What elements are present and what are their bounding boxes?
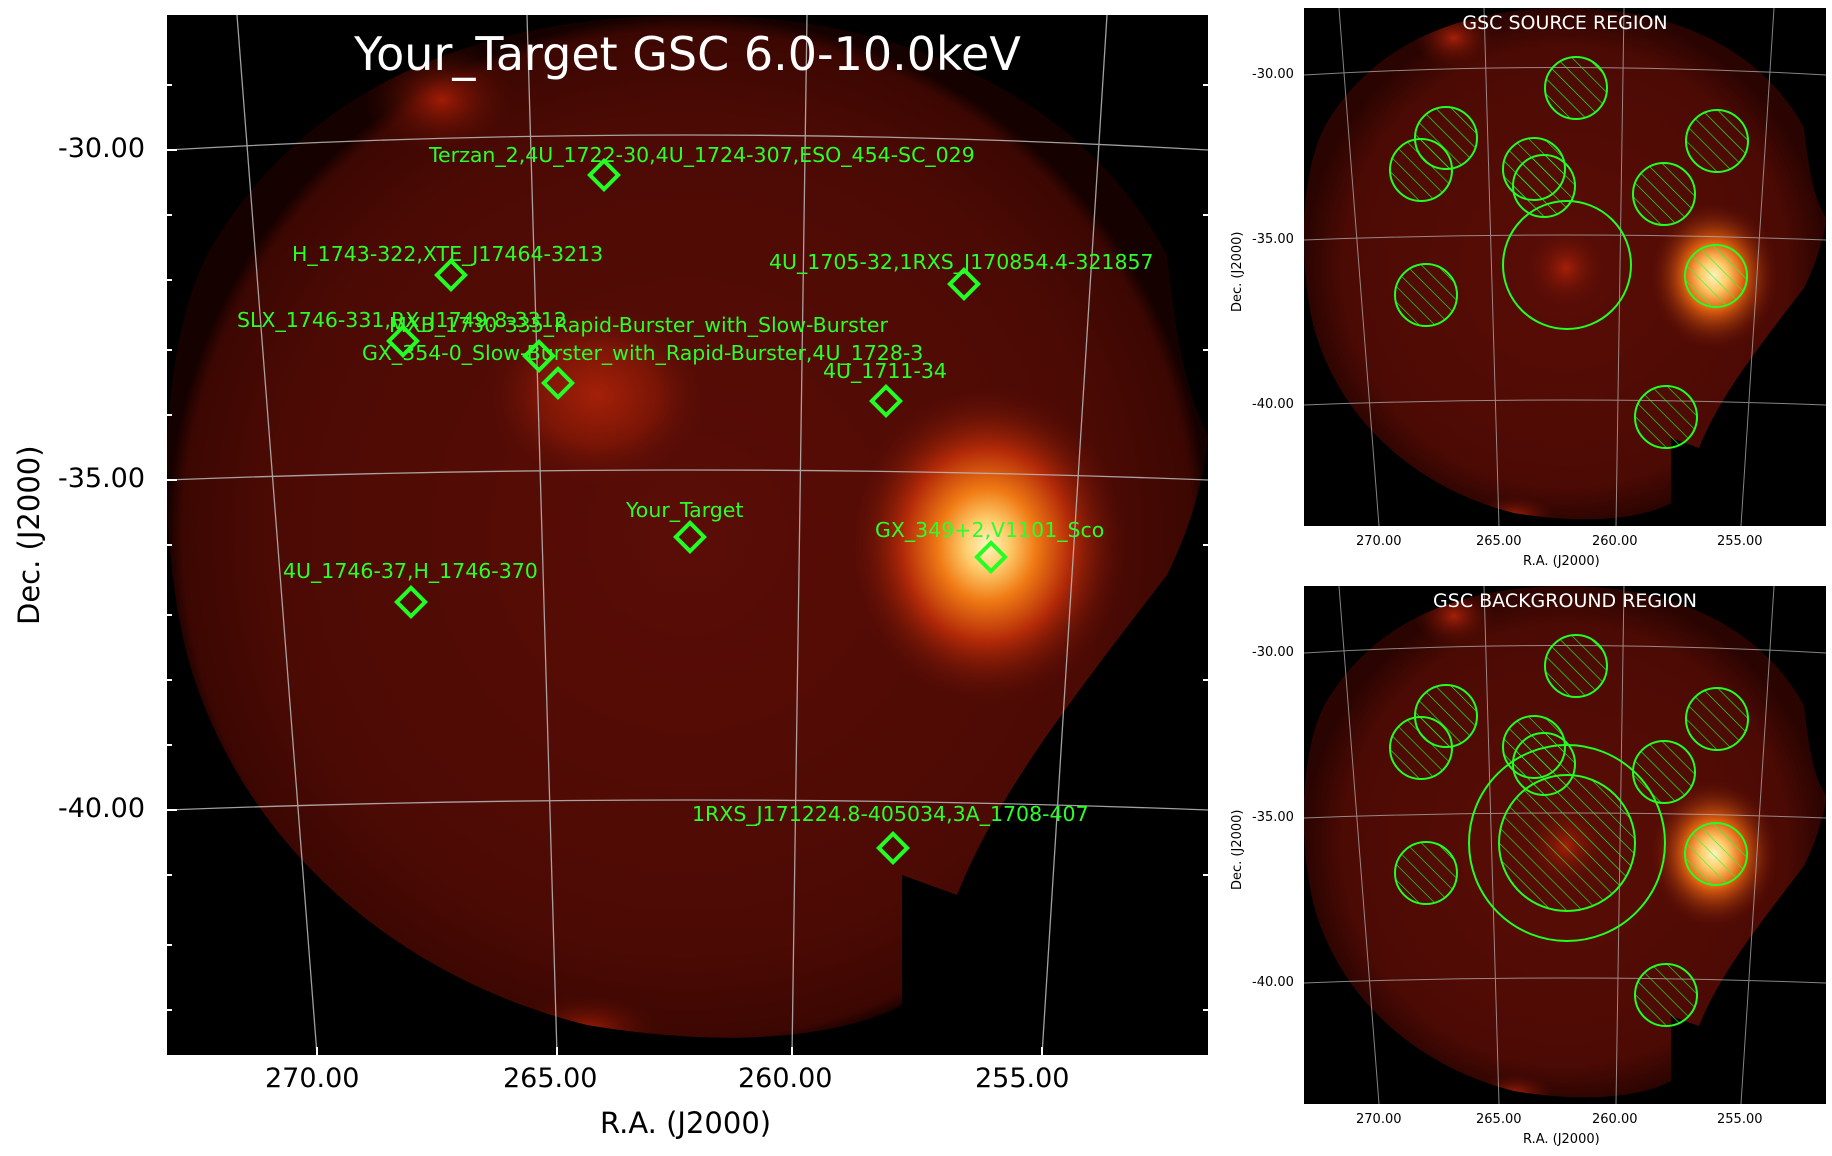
source-region-title: GSC SOURCE REGION <box>1462 12 1668 34</box>
main-y-tick-1: -30.00 <box>58 133 146 164</box>
main-x-tick-4: 255.00 <box>975 1063 1070 1094</box>
label-4u1746: 4U_1746-37,H_1746-370 <box>283 559 538 583</box>
bkg-y-label: Dec. (J2000) <box>1230 809 1245 890</box>
marker-mxb1730 <box>522 339 556 373</box>
label-gx349: GX_349+2,V1101_Sco <box>875 518 1105 542</box>
main-frame-ticks <box>167 84 1208 1055</box>
main-y-label: Dec. (J2000) <box>12 445 46 625</box>
marker-4u1711 <box>869 384 903 418</box>
main-source-markers <box>386 158 1008 865</box>
src-y-label: Dec. (J2000) <box>1230 231 1245 312</box>
marker-h1743 <box>434 258 468 292</box>
src-x-tick-4: 255.00 <box>1717 534 1763 549</box>
background-region-image: GSC BACKGROUND REGION <box>1304 586 1826 1104</box>
label-your-target: Your_Target <box>626 498 744 522</box>
label-mxb1730: MXB_1730-335_Rapid-Burster_with_Slow-Bur… <box>389 313 888 337</box>
marker-4u1746 <box>394 585 428 619</box>
src-y-tick-2: -35.00 <box>1252 232 1294 247</box>
src-x-tick-2: 265.00 <box>1476 534 1522 549</box>
marker-4u1705 <box>947 267 981 301</box>
label-slx1746: SLX_1746-331,RX_J1749.8-3312 <box>237 308 567 332</box>
marker-gx354 <box>541 366 575 400</box>
bkg-y-tick-1: -30.00 <box>1252 645 1294 660</box>
main-title: Your_Target GSC 6.0-10.0keV <box>354 27 1021 81</box>
src-y-tick-3: -40.00 <box>1252 397 1294 412</box>
bkg-y-tick-3: -40.00 <box>1252 975 1294 990</box>
source-extraction-circle <box>1502 200 1632 330</box>
main-sky-svg <box>167 15 1208 1055</box>
main-x-tick-1: 270.00 <box>265 1063 360 1094</box>
bkg-x-label: R.A. (J2000) <box>1523 1132 1600 1147</box>
bkg-y-tick-2: -35.00 <box>1252 810 1294 825</box>
marker-terzan2 <box>587 158 621 192</box>
src-x-tick-3: 260.00 <box>1592 534 1638 549</box>
marker-gx349 <box>974 540 1008 574</box>
label-4u1705: 4U_1705-32,1RXS_J170854.4-321857 <box>769 250 1154 274</box>
source-region-svg <box>1304 8 1826 526</box>
main-fov <box>167 15 1208 1038</box>
bkg-x-tick-3: 260.00 <box>1592 1112 1638 1127</box>
label-1rxs: 1RXS_J171224.8-405034,3A_1708-407 <box>692 802 1089 826</box>
main-x-tick-3: 260.00 <box>738 1063 833 1094</box>
main-y-tick-3: -40.00 <box>58 793 146 824</box>
background-region-title: GSC BACKGROUND REGION <box>1433 590 1697 612</box>
main-y-tick-2: -35.00 <box>58 463 146 494</box>
marker-slx1746 <box>386 324 420 358</box>
src-x-tick-1: 270.00 <box>1356 534 1402 549</box>
label-h1743: H_1743-322,XTE_J17464-3213 <box>292 242 604 266</box>
label-terzan2: Terzan_2,4U_1722-30,4U_1724-307,ESO_454-… <box>429 143 975 167</box>
marker-1rxs <box>876 831 910 865</box>
src-x-label: R.A. (J2000) <box>1523 554 1600 569</box>
background-exclusion-circles <box>1389 634 1749 1027</box>
src-y-tick-1: -30.00 <box>1252 67 1294 82</box>
main-sky-image: Your_Target GSC 6.0-10.0keV Terzan_2,4U_… <box>167 15 1208 1055</box>
label-gx354: GX_354-0_Slow-Burster_with_Rapid-Burster… <box>362 341 924 365</box>
main-grid <box>167 15 1208 1055</box>
bkg-x-tick-2: 265.00 <box>1476 1112 1522 1127</box>
background-region-svg <box>1304 586 1826 1104</box>
marker-your-target <box>673 520 707 554</box>
bkg-x-tick-4: 255.00 <box>1717 1112 1763 1127</box>
main-x-tick-2: 265.00 <box>503 1063 598 1094</box>
label-4u1711: 4U_1711-34 <box>823 359 947 383</box>
main-x-label: R.A. (J2000) <box>600 1106 772 1140</box>
source-region-image: GSC SOURCE REGION <box>1304 8 1826 526</box>
bkg-x-tick-1: 270.00 <box>1356 1112 1402 1127</box>
